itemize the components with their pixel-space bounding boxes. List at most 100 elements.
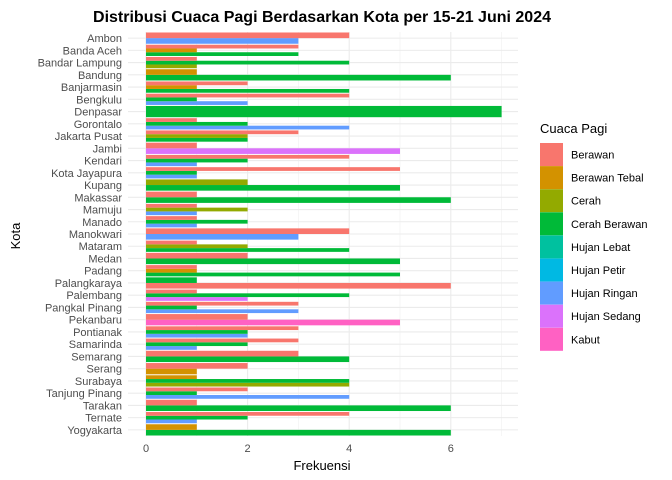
- y-tick-label: Mamuju: [83, 205, 122, 217]
- chart-title: Distribusi Cuaca Pagi Berdasarkan Kota p…: [93, 9, 551, 26]
- bar: [146, 32, 350, 39]
- legend-label: Berawan: [571, 150, 614, 162]
- bar: [146, 289, 197, 294]
- bar: [146, 297, 248, 301]
- y-tick-label: Bandar Lampung: [38, 58, 122, 70]
- bar: [146, 154, 350, 159]
- legend-label: Hujan Petir: [571, 265, 626, 277]
- legend-swatch: [540, 235, 563, 259]
- bar: [146, 56, 197, 61]
- y-tick-label: Manado: [82, 217, 122, 229]
- bar: [146, 350, 299, 357]
- bar: [146, 162, 197, 167]
- y-tick-label: Manokwari: [69, 229, 122, 241]
- x-tick-label: 4: [346, 443, 352, 455]
- bar: [146, 88, 350, 93]
- bar: [146, 293, 350, 298]
- bar: [146, 174, 197, 179]
- bar: [146, 342, 248, 347]
- y-tick-label: Palembang: [66, 290, 122, 302]
- bar: [146, 424, 197, 430]
- y-tick-label: Kupang: [84, 180, 122, 192]
- bar: [146, 412, 350, 416]
- bar: [146, 216, 197, 220]
- legend-label: Hujan Sedang: [571, 311, 641, 323]
- bar: [146, 48, 197, 53]
- y-tick-label: Semarang: [71, 351, 122, 363]
- bar: [146, 368, 197, 375]
- y-tick-label: Mataram: [79, 241, 122, 253]
- bar: [146, 277, 197, 283]
- bar: [146, 240, 197, 245]
- bar: [146, 223, 197, 228]
- legend-swatch: [540, 166, 563, 190]
- x-tick-labels: 0 2 4 6: [143, 443, 454, 455]
- bar: [146, 319, 400, 326]
- bar: [146, 60, 350, 65]
- y-tick-label: Ambon: [87, 33, 122, 45]
- bar: [146, 64, 197, 69]
- legend-swatch: [540, 258, 563, 282]
- y-tick-label: Denpasar: [74, 107, 122, 119]
- y-tick-label: Banda Aceh: [63, 45, 122, 57]
- bar: [146, 211, 197, 216]
- legend-label: Cerah: [571, 196, 601, 208]
- bar: [146, 69, 197, 75]
- bar: [146, 379, 350, 383]
- legend-swatch: [540, 281, 563, 305]
- bar: [146, 346, 197, 350]
- bar: [146, 148, 400, 154]
- legend-swatch: [540, 304, 563, 328]
- y-tick-label: Pangkal Pinang: [45, 302, 122, 314]
- legend-label: Hujan Lebat: [571, 242, 630, 254]
- bar: [146, 391, 197, 396]
- bar: [146, 142, 197, 149]
- bar: [146, 265, 197, 269]
- legend-label: Cerah Berawan: [571, 219, 647, 231]
- bar: [146, 258, 400, 265]
- bar: [146, 314, 248, 320]
- bar: [146, 252, 248, 259]
- bar: [146, 191, 197, 198]
- legend: Cuaca Pagi Berawan Berawan Tebal Cerah Cera…: [540, 121, 647, 351]
- legend-label: Berawan Tebal: [571, 173, 644, 185]
- bar: [146, 170, 197, 175]
- bar: [146, 125, 350, 130]
- bar: [146, 419, 197, 424]
- legend-label: Kabut: [571, 334, 600, 346]
- y-tick-label: Palangkaraya: [55, 278, 123, 290]
- y-tick-label: Pontianak: [73, 327, 122, 339]
- x-tick-label: 6: [448, 443, 454, 455]
- bar: [146, 330, 248, 334]
- y-tick-label: Bengkulu: [76, 94, 122, 106]
- bar: [146, 268, 197, 273]
- bar: [146, 44, 299, 49]
- bar: [146, 38, 299, 44]
- bar: [146, 134, 248, 138]
- y-tick-label: Jambi: [93, 143, 122, 155]
- bar: [146, 81, 248, 86]
- bar: [146, 203, 197, 208]
- y-tick-label: Pekanbaru: [69, 315, 122, 327]
- bar: [146, 219, 248, 224]
- y-tick-label: Padang: [84, 266, 122, 278]
- bar: [146, 282, 451, 289]
- y-tick-label: Ternate: [85, 413, 122, 425]
- x-tick-label: 2: [245, 443, 251, 455]
- legend-swatch: [540, 189, 563, 213]
- bar: [146, 185, 400, 191]
- bar: [146, 105, 502, 118]
- bar: [146, 234, 299, 240]
- y-tick-label: Samarinda: [69, 339, 123, 351]
- bar: [146, 382, 350, 387]
- legend-swatch: [540, 212, 563, 236]
- bar: [146, 248, 350, 252]
- bar: [146, 399, 197, 406]
- y-tick-label: Banjarmasin: [61, 82, 122, 94]
- y-tick-label: Kendari: [84, 156, 122, 168]
- bar: [146, 130, 299, 135]
- bar: [146, 137, 248, 142]
- bar: [146, 158, 248, 163]
- bar: [146, 228, 350, 234]
- y-tick-label: Tarakan: [83, 400, 122, 412]
